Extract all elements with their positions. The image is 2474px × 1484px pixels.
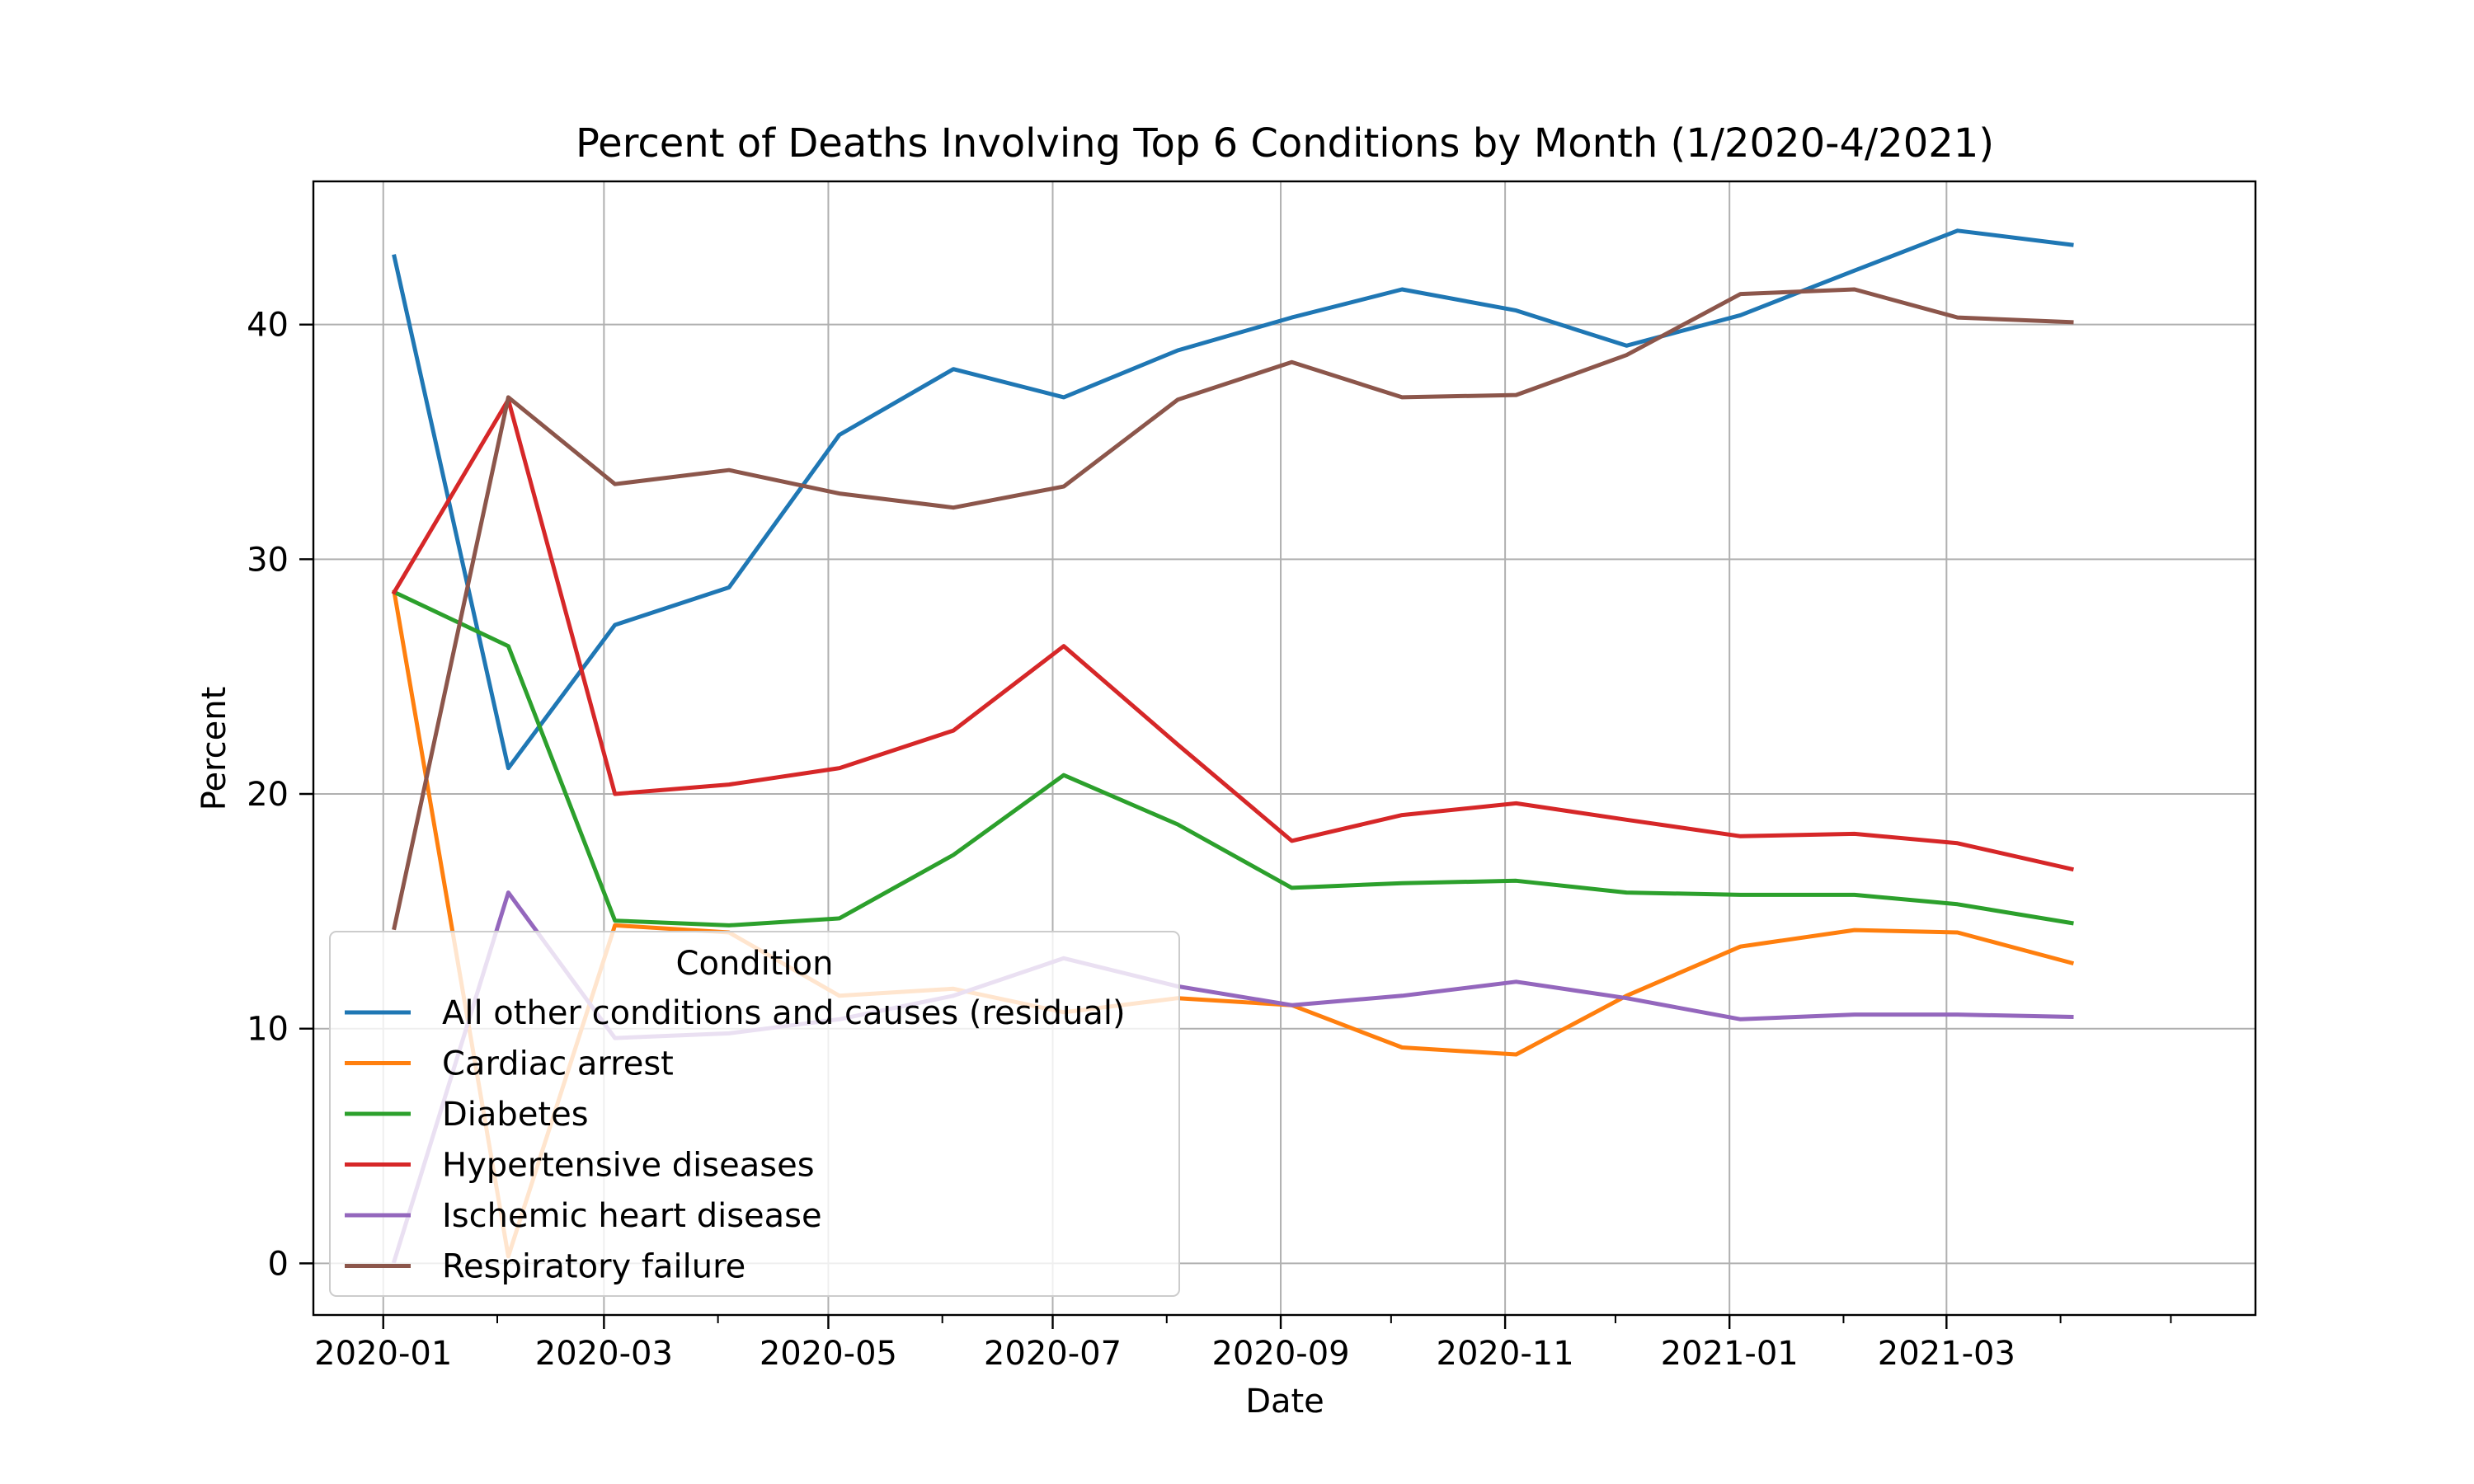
y-tick-label: 40 bbox=[247, 307, 289, 345]
plot-area-frame bbox=[312, 180, 2257, 1317]
legend-label: Hypertensive diseases bbox=[442, 1147, 815, 1185]
legend-title: Condition bbox=[676, 945, 834, 983]
x-tick-label: 2020-01 bbox=[314, 1335, 452, 1373]
x-axis: 2020-01 2020-03 2020-05 2020-07 2020-09 2020-… bbox=[314, 1315, 2172, 1373]
x-tick-label: 2020-11 bbox=[1437, 1335, 1574, 1373]
series-line-diabetes bbox=[391, 589, 2074, 928]
y-tick-label: 0 bbox=[268, 1245, 289, 1283]
chart-title: Percent of Deaths Involving Top 6 Condit… bbox=[576, 120, 1994, 167]
legend-box bbox=[329, 931, 1180, 1297]
series-line-cardiac-arrest bbox=[392, 589, 2075, 1259]
legend-label: All other conditions and causes (residua… bbox=[442, 994, 1126, 1032]
x-axis-label: Date bbox=[1245, 1383, 1324, 1421]
x-tick-label: 2021-01 bbox=[1661, 1335, 1799, 1373]
legend-label: Respiratory failure bbox=[442, 1248, 745, 1286]
legend: Condition All other conditions and causes… bbox=[329, 931, 1180, 1297]
series-line-hypertensive-diseases bbox=[391, 397, 2074, 872]
y-axis: 0 10 20 30 40 bbox=[247, 307, 313, 1283]
x-tick-label: 2020-05 bbox=[760, 1335, 897, 1373]
legend-label: Ischemic heart disease bbox=[442, 1197, 822, 1235]
legend-label: Cardiac arrest bbox=[442, 1045, 674, 1083]
legend-label: Diabetes bbox=[442, 1096, 589, 1134]
y-tick-label: 30 bbox=[247, 541, 289, 579]
x-tick-label: 2020-03 bbox=[535, 1335, 673, 1373]
y-tick-label: 10 bbox=[247, 1011, 289, 1049]
x-tick-label: 2020-09 bbox=[1211, 1335, 1349, 1373]
series-line-respiratory-failure bbox=[392, 287, 2074, 931]
y-axis-label: Percent bbox=[195, 687, 233, 811]
y-tick-label: 20 bbox=[247, 776, 289, 814]
x-tick-label: 2021-03 bbox=[1878, 1335, 2015, 1373]
x-tick-label: 2020-07 bbox=[984, 1335, 1122, 1373]
